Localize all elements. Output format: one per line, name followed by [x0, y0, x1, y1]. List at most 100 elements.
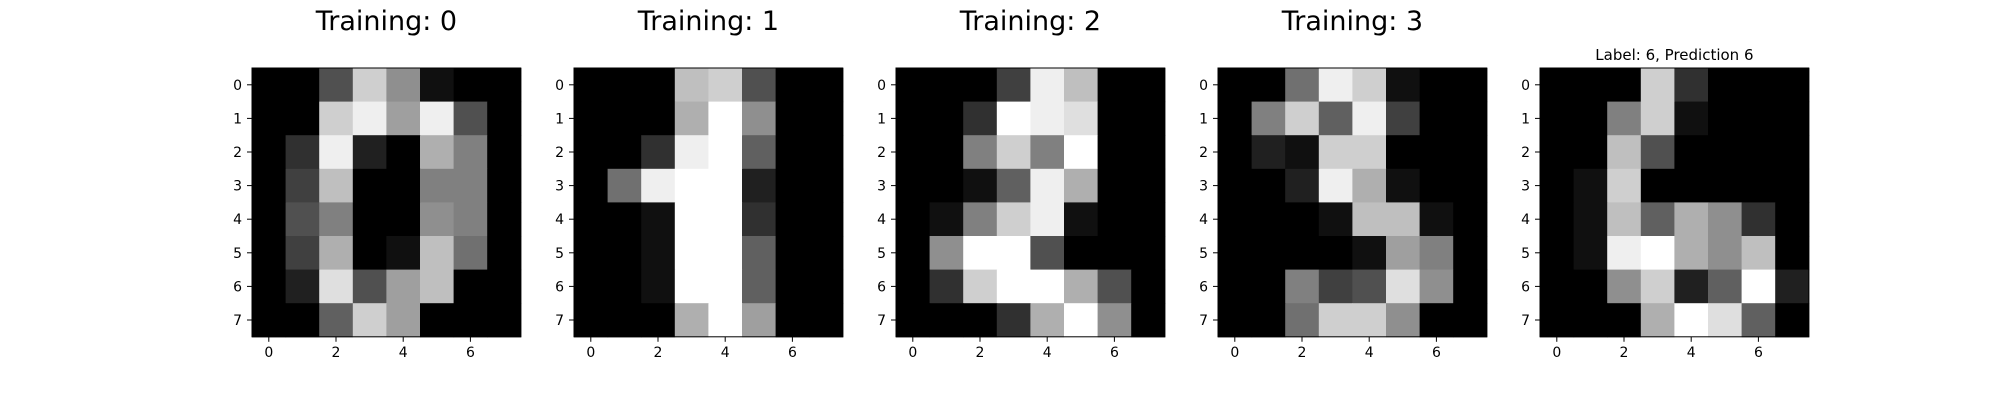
- pixel-cell: [1453, 202, 1488, 237]
- y-tick-label: 6: [555, 279, 564, 295]
- y-tick-label: 6: [1521, 279, 1530, 295]
- pixel-cell: [1097, 236, 1132, 271]
- pixel-cell: [1097, 168, 1132, 203]
- pixel-cell: [1318, 101, 1353, 136]
- y-tick-label: 3: [877, 179, 886, 195]
- pixel-cell: [1251, 68, 1286, 103]
- pixel-cell: [352, 68, 387, 103]
- pixel-cell: [1251, 269, 1286, 304]
- pixel-cell: [775, 303, 810, 338]
- pixel-cell: [641, 68, 676, 103]
- pixel-cell: [1318, 269, 1353, 304]
- pixel-cell: [1386, 135, 1421, 170]
- pixel-cell: [1030, 236, 1065, 271]
- pixel-cell: [1775, 202, 1810, 237]
- y-tick-label: 7: [1521, 313, 1530, 329]
- pixel-cell: [453, 168, 488, 203]
- pixel-cell: [1064, 236, 1099, 271]
- pixel-cell: [420, 168, 455, 203]
- pixel-cell: [1419, 135, 1454, 170]
- pixel-cell: [641, 303, 676, 338]
- pixel-cell: [1285, 202, 1320, 237]
- axes-frame: [895, 67, 1166, 338]
- pixel-cell: [809, 68, 844, 103]
- axes-frame: [573, 67, 844, 338]
- panel-2: Training: 2 0 2 4 6 0 1 2 3 4 5 6 7: [877, 6, 1166, 361]
- pixel-cell: [487, 236, 522, 271]
- pixel-cell: [996, 68, 1031, 103]
- pixel-cell: [1285, 269, 1320, 304]
- pixel-cell: [775, 202, 810, 237]
- pixel-grid: [574, 68, 844, 338]
- pixel-cell: [1064, 269, 1099, 304]
- pixel-cell: [420, 101, 455, 136]
- panel-0: Training: 0 0 2 4 6 0 1 2 3 4 5 6 7: [233, 6, 522, 361]
- pixel-cell: [809, 236, 844, 271]
- pixel-cell: [674, 269, 709, 304]
- y-tick-label: 3: [233, 179, 242, 195]
- pixel-cell: [1064, 202, 1099, 237]
- pixel-cell: [574, 135, 609, 170]
- pixel-cell: [963, 101, 998, 136]
- pixel-cell: [708, 135, 743, 170]
- pixel-cell: [1708, 101, 1743, 136]
- pixel-cell: [708, 168, 743, 203]
- x-tick-label: 6: [466, 345, 475, 361]
- pixel-cell: [1640, 68, 1675, 103]
- pixel-cell: [963, 68, 998, 103]
- pixel-cell: [996, 202, 1031, 237]
- pixel-cell: [1419, 101, 1454, 136]
- pixel-cell: [896, 68, 931, 103]
- pixel-cell: [708, 236, 743, 271]
- pixel-cell: [1097, 269, 1132, 304]
- pixel-cell: [352, 168, 387, 203]
- pixel-cell: [607, 168, 642, 203]
- y-tick-label: 0: [555, 78, 564, 94]
- pixel-cell: [453, 101, 488, 136]
- panel-title: Training: 0: [315, 6, 457, 37]
- pixel-cell: [1573, 202, 1608, 237]
- pixel-cell: [352, 101, 387, 136]
- pixel-cell: [1453, 168, 1488, 203]
- pixel-cell: [742, 168, 777, 203]
- pixel-cell: [1540, 269, 1575, 304]
- pixel-cell: [252, 101, 287, 136]
- pixel-cell: [1030, 135, 1065, 170]
- y-tick-label: 4: [1199, 212, 1208, 228]
- pixel-cell: [1607, 168, 1642, 203]
- x-tick-label: 2: [1620, 345, 1629, 361]
- pixel-cell: [1607, 101, 1642, 136]
- x-tick-label: 6: [788, 345, 797, 361]
- pixel-cell: [574, 202, 609, 237]
- pixel-cell: [453, 68, 488, 103]
- pixel-cell: [285, 202, 320, 237]
- y-tick-label: 5: [1199, 246, 1208, 262]
- y-tick-label: 2: [233, 145, 242, 161]
- pixel-cell: [708, 303, 743, 338]
- y-tick-label: 0: [877, 78, 886, 94]
- y-tick-label: 6: [1199, 279, 1208, 295]
- x-tick-label: 0: [1552, 345, 1561, 361]
- pixel-cell: [1674, 101, 1709, 136]
- pixel-cell: [1674, 135, 1709, 170]
- pixel-cell: [1607, 68, 1642, 103]
- pixel-cell: [1419, 236, 1454, 271]
- x-tick-label: 4: [1687, 345, 1696, 361]
- pixel-cell: [963, 202, 998, 237]
- pixel-cell: [1218, 68, 1253, 103]
- pixel-cell: [1352, 168, 1387, 203]
- y-tick-label: 1: [1199, 111, 1208, 127]
- pixel-cell: [386, 101, 421, 136]
- pixel-cell: [1064, 135, 1099, 170]
- pixel-cell: [963, 236, 998, 271]
- pixel-cell: [1540, 168, 1575, 203]
- pixel-cell: [1540, 68, 1575, 103]
- pixel-cell: [1640, 202, 1675, 237]
- pixel-cell: [574, 101, 609, 136]
- pixel-cell: [1352, 236, 1387, 271]
- pixel-cell: [708, 101, 743, 136]
- pixel-cell: [453, 135, 488, 170]
- pixel-cell: [1540, 303, 1575, 338]
- pixel-cell: [1251, 236, 1286, 271]
- pixel-cell: [742, 68, 777, 103]
